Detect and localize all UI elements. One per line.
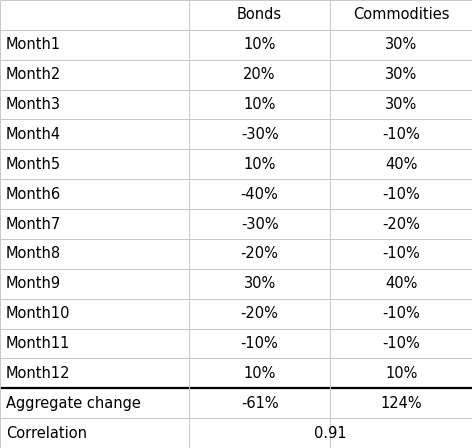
Text: 30%: 30% [244,276,276,291]
Text: Month8: Month8 [6,246,61,261]
Text: Month1: Month1 [6,37,61,52]
Text: Month4: Month4 [6,127,61,142]
Text: -10%: -10% [382,306,420,321]
Text: Month2: Month2 [6,67,61,82]
Text: 124%: 124% [380,396,422,411]
Text: 10%: 10% [385,366,417,381]
Text: Aggregate change: Aggregate change [6,396,141,411]
Text: Month9: Month9 [6,276,61,291]
Text: 30%: 30% [385,97,417,112]
Text: -10%: -10% [382,187,420,202]
Text: 10%: 10% [244,37,276,52]
Text: -20%: -20% [382,216,420,232]
Text: Month3: Month3 [6,97,61,112]
Text: Month5: Month5 [6,157,61,172]
Text: Commodities: Commodities [353,8,449,22]
Text: Month12: Month12 [6,366,70,381]
Text: 0.91: 0.91 [314,426,347,440]
Text: -20%: -20% [241,306,278,321]
Text: -10%: -10% [382,336,420,351]
Text: Month11: Month11 [6,336,70,351]
Text: Correlation: Correlation [6,426,87,440]
Text: 10%: 10% [244,157,276,172]
Text: Month6: Month6 [6,187,61,202]
Text: Month10: Month10 [6,306,70,321]
Text: 40%: 40% [385,276,417,291]
Text: 20%: 20% [244,67,276,82]
Text: -61%: -61% [241,396,278,411]
Text: -30%: -30% [241,216,278,232]
Text: Bonds: Bonds [237,8,282,22]
Text: 10%: 10% [244,97,276,112]
Text: -40%: -40% [241,187,278,202]
Text: 30%: 30% [385,37,417,52]
Text: -30%: -30% [241,127,278,142]
Text: 30%: 30% [385,67,417,82]
Text: Month7: Month7 [6,216,61,232]
Text: 10%: 10% [244,366,276,381]
Text: -20%: -20% [241,246,278,261]
Text: -10%: -10% [382,127,420,142]
Text: -10%: -10% [241,336,278,351]
Text: -10%: -10% [382,246,420,261]
Text: 40%: 40% [385,157,417,172]
